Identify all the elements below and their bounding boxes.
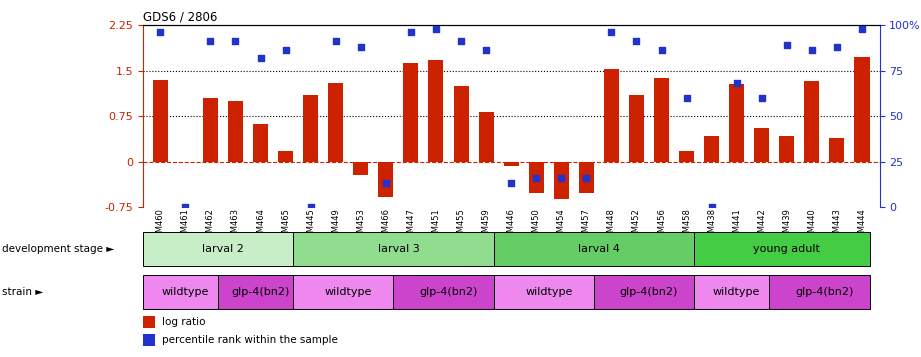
Point	[754, 95, 769, 101]
Text: strain ►: strain ►	[2, 287, 43, 297]
Point	[554, 175, 568, 181]
Bar	[578, 161, 594, 193]
Text: wildtype: wildtype	[525, 287, 573, 297]
Bar	[403, 63, 418, 161]
Point	[203, 39, 217, 44]
Bar	[855, 57, 869, 161]
Text: larval 2: larval 2	[202, 244, 244, 254]
Point	[379, 181, 393, 186]
Point	[403, 29, 418, 35]
Bar	[253, 124, 268, 161]
Point	[705, 204, 719, 210]
Bar	[694, 275, 769, 309]
Bar	[594, 275, 694, 309]
Bar	[729, 84, 744, 161]
Bar	[529, 161, 543, 193]
Bar	[293, 275, 393, 309]
Text: log ratio: log ratio	[162, 317, 205, 327]
Bar	[494, 275, 594, 309]
Bar	[779, 136, 794, 161]
Bar	[218, 275, 293, 309]
Bar	[629, 95, 644, 161]
Bar	[694, 232, 869, 266]
Text: glp-4(bn2): glp-4(bn2)	[795, 287, 854, 297]
Bar	[479, 112, 494, 161]
Bar	[278, 151, 293, 161]
Point	[629, 39, 644, 44]
Text: young adult: young adult	[753, 244, 821, 254]
Point	[604, 29, 619, 35]
Point	[579, 175, 594, 181]
Text: percentile rank within the sample: percentile rank within the sample	[162, 335, 338, 345]
Bar	[354, 161, 368, 175]
Text: wildtype: wildtype	[324, 287, 372, 297]
Bar	[379, 161, 393, 197]
Bar	[228, 101, 243, 161]
Point	[228, 39, 243, 44]
Text: larval 4: larval 4	[578, 244, 620, 254]
Point	[303, 204, 318, 210]
Bar	[328, 83, 344, 161]
Point	[830, 44, 845, 50]
Point	[454, 39, 469, 44]
Bar	[554, 161, 569, 199]
Bar	[143, 275, 218, 309]
Text: glp-4(bn2): glp-4(bn2)	[231, 287, 290, 297]
Point	[178, 204, 192, 210]
Point	[529, 175, 543, 181]
Point	[679, 95, 694, 101]
Bar	[679, 151, 694, 161]
Bar	[453, 86, 469, 161]
Point	[654, 47, 669, 53]
Point	[253, 55, 268, 61]
Bar	[754, 128, 769, 161]
Point	[479, 47, 494, 53]
Text: larval 3: larval 3	[378, 244, 419, 254]
Text: wildtype: wildtype	[162, 287, 209, 297]
Point	[805, 47, 820, 53]
Text: glp-4(bn2): glp-4(bn2)	[419, 287, 478, 297]
Point	[354, 44, 368, 50]
Bar	[654, 78, 669, 161]
Bar	[143, 232, 293, 266]
Bar	[494, 232, 694, 266]
Text: wildtype: wildtype	[713, 287, 761, 297]
Point	[855, 26, 869, 31]
Bar	[804, 81, 820, 161]
Bar	[203, 98, 218, 161]
Bar	[769, 275, 869, 309]
Text: GDS6 / 2806: GDS6 / 2806	[143, 11, 217, 24]
Point	[729, 80, 744, 86]
Point	[428, 26, 443, 31]
Bar	[705, 136, 719, 161]
Text: glp-4(bn2): glp-4(bn2)	[620, 287, 678, 297]
Bar	[504, 161, 519, 166]
Bar	[428, 60, 444, 161]
Point	[153, 29, 168, 35]
Text: development stage ►: development stage ►	[2, 244, 114, 254]
Point	[504, 181, 519, 186]
Bar	[303, 95, 318, 161]
Point	[779, 42, 794, 48]
Bar	[830, 139, 845, 161]
Bar	[604, 69, 619, 161]
Bar	[153, 80, 168, 161]
Point	[329, 39, 344, 44]
Bar	[393, 275, 494, 309]
Bar	[293, 232, 494, 266]
Point	[278, 47, 293, 53]
